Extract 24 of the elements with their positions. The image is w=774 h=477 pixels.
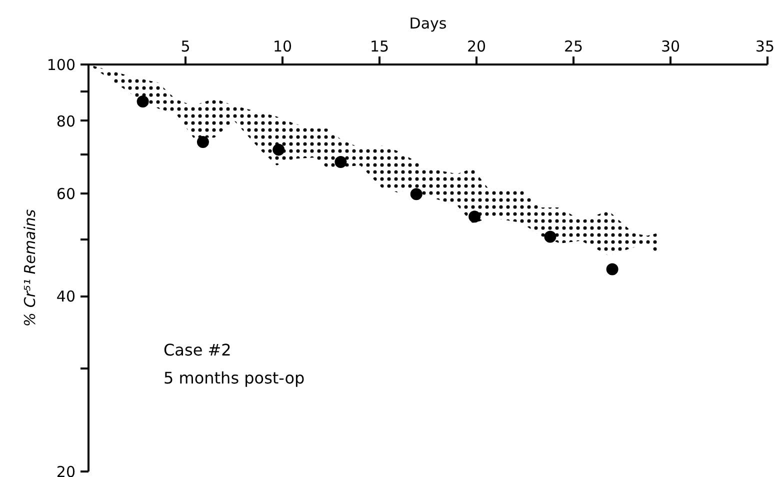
x-tick-label: 15 bbox=[370, 38, 390, 56]
point bbox=[136, 95, 149, 108]
point bbox=[272, 144, 285, 156]
y-axis-title: % Cr⁵¹ Remains bbox=[20, 209, 39, 327]
x-tick-label: 30 bbox=[660, 38, 680, 56]
y-tick-label: 20 bbox=[56, 463, 76, 477]
y-tick-label: 80 bbox=[56, 112, 76, 130]
x-tick-label: 25 bbox=[564, 38, 584, 56]
point bbox=[606, 263, 618, 276]
y-tick-label: 40 bbox=[56, 288, 76, 306]
x-tick-label: 10 bbox=[272, 38, 292, 56]
y-tick-label: 100 bbox=[46, 56, 76, 74]
point bbox=[196, 136, 209, 148]
point bbox=[468, 210, 481, 223]
y-tick-label: 60 bbox=[56, 185, 76, 204]
annotation: Case #2 bbox=[164, 340, 232, 360]
annotation: 5 months post-op bbox=[164, 368, 305, 388]
x-tick-label: 35 bbox=[755, 38, 774, 56]
point bbox=[334, 156, 347, 168]
x-tick-label: 5 bbox=[180, 38, 190, 56]
x-tick-label: 20 bbox=[466, 38, 486, 56]
point bbox=[410, 188, 422, 200]
point bbox=[544, 230, 556, 243]
x-axis-title: Days bbox=[409, 14, 447, 32]
